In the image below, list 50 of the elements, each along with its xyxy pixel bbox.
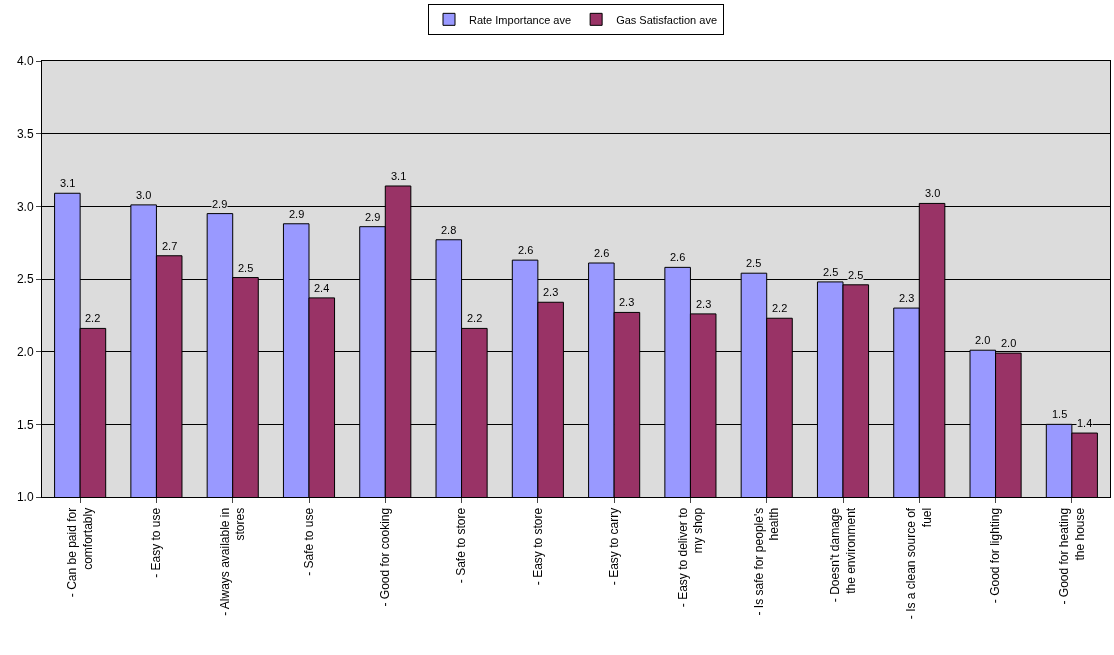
data-label: 2.2 (772, 302, 788, 314)
data-label: 2.0 (975, 334, 991, 346)
x-tick-label: - Can be paid for comfortably (65, 507, 95, 598)
data-label: 2.6 (518, 244, 534, 256)
data-label: 1.5 (1052, 408, 1068, 420)
data-label: 2.3 (696, 298, 712, 310)
x-tick-label: - Easy to use (149, 507, 164, 578)
x-tick-label: - Easy to carry (607, 507, 622, 586)
data-label: 2.9 (212, 198, 228, 210)
data-label: 2.3 (543, 286, 559, 298)
x-tick-label: - Is a clean source of fuel (904, 507, 934, 620)
x-tick-label: - Safe to use (301, 507, 316, 576)
x-tick-label: - Good for cooking (378, 507, 393, 607)
legend-label: Rate Importance ave (469, 13, 572, 26)
x-tick-label: - Always available in stores (217, 507, 248, 616)
data-label: 2.2 (85, 312, 101, 324)
data-label: 1.4 (1077, 417, 1093, 429)
y-tick-label: 1.0 (16, 490, 34, 505)
y-tick-label: 3.5 (16, 126, 34, 141)
x-tick-label: - Good for lighting (988, 507, 1003, 604)
data-label: 2.9 (365, 211, 381, 223)
data-label: 2.3 (899, 292, 915, 304)
data-label: 2.5 (746, 257, 762, 269)
y-tick-label: 1.5 (16, 417, 34, 432)
data-label: 2.6 (670, 251, 686, 263)
x-tick-label: - Easy to deliver to my shop (675, 507, 706, 608)
data-label: 2.3 (619, 296, 635, 308)
y-tick-label: 4.0 (16, 54, 34, 69)
data-label: 3.0 (925, 187, 941, 199)
x-tick-label: - Is safe for people's health (751, 507, 782, 616)
x-tick-label: - Easy to store (530, 507, 545, 586)
data-label: 2.4 (314, 282, 330, 294)
data-label: 2.5 (823, 266, 839, 278)
data-label: 3.1 (60, 177, 76, 189)
data-label: 2.7 (162, 240, 178, 252)
y-tick-label: 2.5 (16, 272, 34, 287)
data-label: 2.5 (848, 269, 864, 281)
data-label: 2.2 (467, 312, 483, 324)
data-label: 2.5 (238, 262, 254, 274)
x-tick-label: - Good for heating the house (1056, 507, 1087, 605)
x-tick-label: - Safe to store (454, 507, 469, 584)
data-label: 3.0 (136, 189, 152, 201)
data-label: 2.0 (1001, 337, 1017, 349)
data-label: 2.6 (594, 247, 610, 259)
y-tick-label: 2.0 (16, 344, 34, 359)
data-label: 3.1 (391, 170, 407, 182)
legend-label: Gas Satisfaction ave (616, 13, 718, 26)
y-tick-label: 3.0 (16, 199, 34, 214)
data-label: 2.8 (441, 224, 457, 236)
data-label: 2.9 (289, 208, 305, 220)
